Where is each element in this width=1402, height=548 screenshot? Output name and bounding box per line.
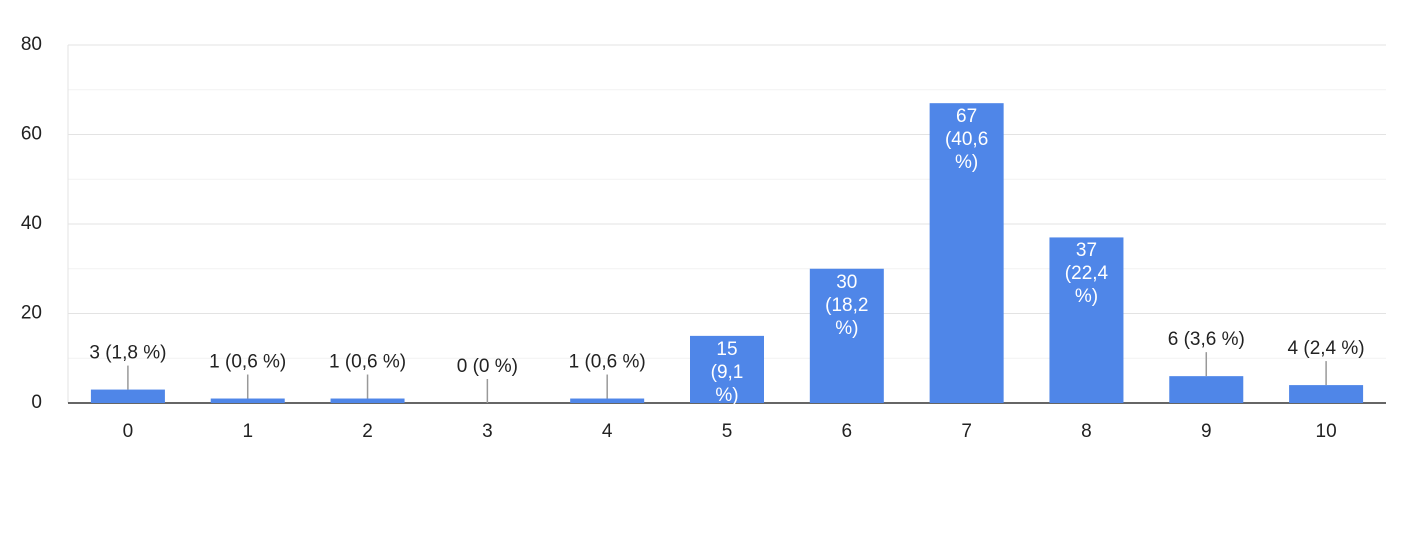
bar [210, 398, 285, 403]
x-tick-label: 1 [242, 421, 253, 442]
x-tick-label: 4 [602, 421, 613, 442]
bar [90, 389, 165, 403]
x-tick-label: 10 [1316, 421, 1337, 442]
x-tick-label: 9 [1201, 421, 1212, 442]
y-tick-label: 80 [21, 34, 42, 55]
value-label: 3 (1,8 %) [89, 343, 166, 364]
bar [1289, 385, 1364, 403]
x-tick-label: 8 [1081, 421, 1092, 442]
value-label: 37 (22,4 %) [1064, 240, 1109, 308]
x-tick-label: 2 [362, 421, 373, 442]
value-label: 0 (0 %) [457, 356, 518, 377]
y-tick-label: 20 [21, 303, 42, 324]
bar [809, 268, 884, 403]
bar [1169, 376, 1244, 403]
value-label: 1 (0,6 %) [209, 352, 286, 373]
value-label: 4 (2,4 %) [1288, 338, 1365, 359]
value-label: 1 (0,6 %) [329, 352, 406, 373]
bar [570, 398, 645, 403]
value-label: 15 (9,1 %) [710, 338, 744, 405]
bar [929, 103, 1004, 404]
y-tick-label: 0 [31, 392, 42, 413]
value-label: 1 (0,6 %) [569, 352, 646, 373]
x-tick-label: 7 [961, 421, 972, 442]
x-tick-label: 5 [722, 421, 733, 442]
value-label-box: 37 (22,4 %) [1064, 240, 1109, 308]
bar [330, 398, 405, 403]
y-tick-label: 60 [21, 124, 42, 145]
x-tick-label: 3 [482, 421, 493, 442]
bar [1049, 237, 1124, 403]
value-label-box: 30 (18,2 %) [825, 271, 869, 339]
value-label-box: 15 (9,1 %) [710, 338, 744, 405]
x-tick-label: 0 [123, 421, 134, 442]
value-label: 67 (40,6 %) [944, 106, 989, 174]
value-label: 30 (18,2 %) [825, 271, 869, 339]
value-label: 6 (3,6 %) [1168, 329, 1245, 350]
y-tick-label: 40 [21, 213, 42, 234]
value-label-box: 67 (40,6 %) [944, 106, 989, 174]
x-tick-label: 6 [842, 421, 853, 442]
bar [690, 335, 764, 403]
